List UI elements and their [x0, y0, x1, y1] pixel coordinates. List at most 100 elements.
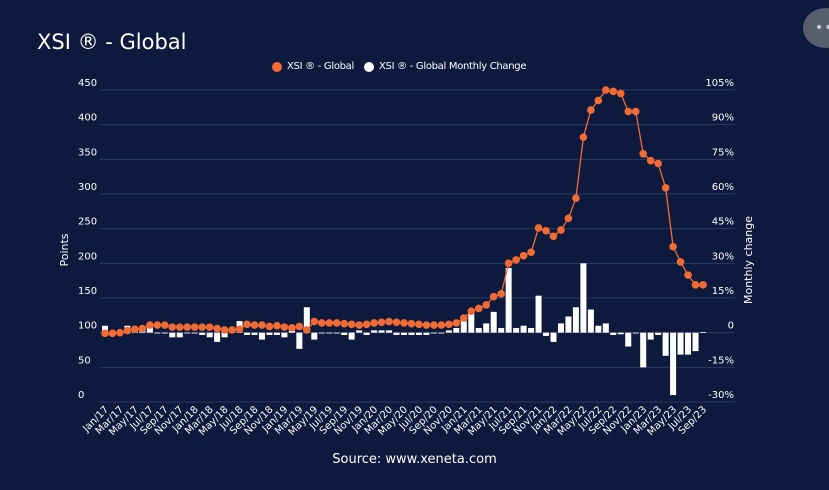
- change-bar: [580, 263, 587, 333]
- y2-tick-label: -15%: [708, 355, 734, 366]
- change-bar: [587, 309, 594, 333]
- change-bar: [490, 311, 497, 333]
- index-point: [579, 133, 588, 141]
- index-line: [105, 89, 703, 335]
- index-point: [504, 259, 513, 268]
- change-bar: [281, 332, 288, 338]
- index-point: [303, 326, 311, 334]
- index-point: [422, 321, 431, 329]
- index-point: [534, 224, 543, 232]
- legend-item-change[interactable]: XSI ® - Global Monthly Change: [364, 61, 526, 72]
- index-point: [243, 320, 251, 329]
- change-bar: [445, 330, 452, 333]
- index-point: [594, 96, 603, 105]
- change-bar: [401, 332, 407, 335]
- index-point: [198, 323, 206, 331]
- change-bar: [363, 332, 370, 335]
- index-point: [430, 321, 438, 329]
- change-bar: [535, 295, 542, 333]
- index-point: [646, 156, 655, 165]
- index-point: [684, 271, 692, 279]
- index-point: [153, 321, 162, 329]
- index-point: [639, 149, 647, 158]
- change-bar: [610, 332, 617, 335]
- white-dot-icon: [364, 61, 374, 72]
- change-bar: [655, 332, 662, 335]
- index-point: [676, 258, 685, 266]
- index-point: [549, 232, 558, 241]
- change-bar: [453, 328, 460, 333]
- index-point: [101, 329, 109, 338]
- index-point: [205, 323, 214, 331]
- change-bar: [692, 332, 699, 352]
- change-bar: [430, 332, 437, 334]
- y-tick-label: 200: [78, 251, 97, 262]
- y2-tick-label: 75%: [712, 147, 734, 158]
- legend-label: XSI ® - Global Monthly Change: [379, 61, 527, 72]
- index-point: [340, 319, 349, 328]
- change-bar: [102, 325, 108, 333]
- change-bar: [244, 332, 251, 335]
- change-bar: [206, 332, 213, 338]
- change-bar: [191, 332, 198, 334]
- index-point: [325, 319, 334, 327]
- change-bar: [438, 332, 445, 334]
- y-tick-label: 50: [78, 355, 91, 366]
- change-bar: [318, 332, 325, 334]
- change-bar: [670, 332, 677, 396]
- source-text: Source: www.xeneta.com: [332, 452, 497, 467]
- change-bar: [513, 328, 520, 333]
- y2-tick-label: 30%: [712, 251, 734, 262]
- index-point: [370, 319, 378, 327]
- index-point: [317, 319, 326, 327]
- change-bar: [161, 332, 168, 334]
- change-bar: [169, 332, 176, 338]
- change-bar: [393, 332, 400, 335]
- change-bar: [258, 332, 265, 340]
- index-point: [332, 319, 341, 327]
- y2-tick-label: 105%: [705, 78, 734, 89]
- y-tick-label: 100: [78, 321, 97, 332]
- legend-item-index[interactable]: XSI ® - Global: [272, 61, 354, 72]
- y2-tick-label: 45%: [712, 217, 734, 228]
- index-point: [362, 320, 371, 329]
- change-bar: [505, 267, 512, 333]
- index-point: [602, 86, 610, 94]
- change-bar: [543, 332, 550, 336]
- change-bar: [415, 332, 422, 335]
- orange-dot-icon: [272, 61, 282, 72]
- index-point: [183, 323, 192, 331]
- index-point: [482, 301, 491, 309]
- change-bar: [528, 328, 535, 333]
- index-point: [258, 321, 266, 329]
- change-bar: [677, 332, 684, 355]
- change-bar: [341, 332, 348, 335]
- change-bar: [184, 332, 191, 334]
- change-bar: [498, 328, 505, 333]
- change-bar: [662, 332, 669, 356]
- y-tick-label: 350: [78, 147, 97, 158]
- change-bar: [572, 307, 579, 333]
- y2-tick-label: 0: [728, 321, 734, 332]
- change-bar: [632, 332, 639, 334]
- y-axis-title: Points: [58, 233, 71, 266]
- index-point: [557, 226, 565, 234]
- index-point: [467, 307, 476, 315]
- change-bar: [483, 323, 490, 333]
- index-point: [138, 324, 147, 333]
- y-tick-label: 150: [78, 286, 97, 297]
- index-point: [474, 304, 483, 313]
- index-point: [572, 194, 580, 202]
- index-point: [108, 329, 117, 338]
- y2-tick-label: 90%: [712, 113, 734, 124]
- index-point: [131, 325, 139, 334]
- change-bar: [557, 323, 564, 333]
- change-bar: [602, 323, 609, 333]
- index-point: [377, 318, 386, 327]
- y2-tick-label: -30%: [708, 390, 734, 401]
- change-bar: [460, 321, 467, 333]
- change-bar: [520, 325, 527, 333]
- change-bar: [199, 332, 206, 335]
- index-point: [355, 321, 363, 329]
- change-bar: [408, 332, 415, 335]
